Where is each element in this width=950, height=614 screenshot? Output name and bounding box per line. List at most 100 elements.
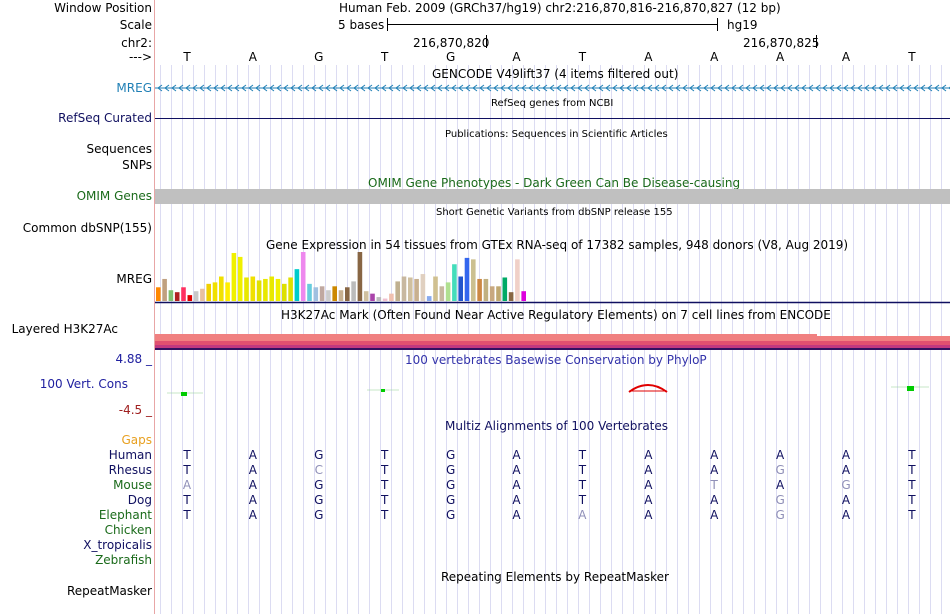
refseq-gene-line[interactable] xyxy=(155,118,950,119)
alignment-base: T xyxy=(578,478,587,492)
gtex-tissue-bar xyxy=(439,286,445,301)
alignment-base: G xyxy=(445,478,456,492)
gtex-tissue-bar xyxy=(464,257,470,301)
gtex-tissue-bar xyxy=(162,278,167,301)
alignment-base: T xyxy=(908,448,916,462)
gtex-tissue-bar xyxy=(206,283,211,301)
snps-label[interactable]: SNPs xyxy=(122,158,152,172)
strand-arrow-icon xyxy=(822,84,828,92)
species-label[interactable]: Dog xyxy=(127,493,152,507)
alignment-base: A xyxy=(644,448,653,462)
strand-arrow-icon xyxy=(584,84,590,92)
strand-arrow-icon xyxy=(612,84,618,92)
alignment-base: A xyxy=(512,463,521,477)
strand-arrow-icon xyxy=(423,84,429,92)
strand-arrow-icon xyxy=(717,84,723,92)
scale-bar-right-tick xyxy=(717,18,718,31)
gtex-tissue-bar xyxy=(326,290,331,301)
gtex-tissue-bar xyxy=(193,291,199,301)
strand-arrow-icon xyxy=(472,84,478,92)
strand-arrow-icon xyxy=(346,84,352,92)
alignment-base: G xyxy=(445,448,456,462)
strand-arrow-icon xyxy=(745,84,751,92)
strand-arrow-icon xyxy=(661,84,667,92)
species-label[interactable]: Zebrafish xyxy=(95,553,152,567)
gtex-tissue-bar xyxy=(225,282,230,301)
alignment-base: T xyxy=(381,508,389,522)
strand-arrow-icon xyxy=(780,84,786,92)
gtex-tissue-bar xyxy=(420,274,426,301)
strand-arrow-icon xyxy=(367,84,373,92)
strand-arrow-icon xyxy=(185,84,191,92)
sequences-label[interactable]: Sequences xyxy=(86,142,152,156)
strand-arrow-icon xyxy=(773,84,779,92)
scale-label: Scale xyxy=(119,18,152,32)
strand-arrow-icon xyxy=(542,84,548,92)
phylop-label[interactable]: 100 Vert. Cons xyxy=(39,377,128,391)
strand-arrow-icon xyxy=(402,84,408,92)
gtex-tissue-bar xyxy=(269,276,274,301)
gtex-tissue-bar xyxy=(452,264,457,301)
gencode-gene-track[interactable] xyxy=(155,82,950,94)
gtex-tissue-bar xyxy=(508,292,514,301)
species-label[interactable]: X_tropicalis xyxy=(83,538,152,552)
gtex-tissue-bar xyxy=(351,281,356,301)
gtex-tissue-bar xyxy=(445,282,451,301)
species-label[interactable]: Elephant xyxy=(98,508,152,522)
gtex-tissue-bar xyxy=(376,297,382,301)
alignment-base: A xyxy=(775,478,785,492)
h3k27ac-signal[interactable] xyxy=(155,332,950,352)
strand-arrow-icon xyxy=(535,84,541,92)
gencode-title: GENCODE V49lift37 (4 items filtered out) xyxy=(432,67,679,81)
alignment-base: A xyxy=(710,493,719,507)
strand-arrow-icon xyxy=(549,84,555,92)
ruler-base: T xyxy=(908,50,916,64)
strand-arrow-icon xyxy=(843,84,849,92)
strand-arrow-label: ---> xyxy=(128,50,152,64)
alignment-base: T xyxy=(578,493,587,507)
species-label[interactable]: Rhesus xyxy=(108,463,152,477)
repeat-label[interactable]: RepeatMasker xyxy=(66,584,152,598)
alignment-base: T xyxy=(381,478,389,492)
refseq-label[interactable]: RefSeq Curated xyxy=(58,111,152,125)
strand-arrow-icon xyxy=(633,84,639,92)
strand-arrow-icon xyxy=(871,84,877,92)
omim-phenotype-bar[interactable] xyxy=(155,189,950,204)
alignment-base: T xyxy=(908,508,916,522)
species-label[interactable]: Chicken xyxy=(104,523,152,537)
alignment-base: T xyxy=(381,448,389,462)
strand-arrow-icon xyxy=(283,84,289,92)
alignment-base: G xyxy=(445,493,456,507)
strand-arrow-icon xyxy=(899,84,905,92)
phylop-conservation-plot[interactable] xyxy=(155,380,950,398)
strand-arrow-icon xyxy=(241,84,247,92)
strand-arrow-icon xyxy=(206,84,212,92)
label-divider xyxy=(154,0,155,614)
alignment-base: G xyxy=(314,448,324,462)
strand-arrow-icon xyxy=(668,84,674,92)
gencode-mreg-label[interactable]: MREG xyxy=(116,81,152,95)
strand-arrow-icon xyxy=(570,84,576,92)
strand-arrow-icon xyxy=(479,84,485,92)
strand-arrow-icon xyxy=(255,84,261,92)
gtex-tissue-bar xyxy=(477,278,482,301)
gtex-tissue-bar xyxy=(181,287,186,301)
strand-arrow-icon xyxy=(290,84,296,92)
gtex-expression-chart[interactable] xyxy=(155,250,950,304)
strand-arrow-icon xyxy=(353,84,359,92)
alignment-base: A xyxy=(248,463,257,477)
ruler-base: A xyxy=(775,50,785,64)
species-label[interactable]: Mouse xyxy=(113,478,152,492)
strand-arrow-icon xyxy=(647,84,653,92)
h3k27ac-label[interactable]: Layered H3K27Ac xyxy=(11,322,118,336)
omim-label[interactable]: OMIM Genes xyxy=(76,189,152,203)
gtex-tissue-bar xyxy=(282,283,287,301)
refseq-title: RefSeq genes from NCBI xyxy=(491,98,614,109)
dbsnp-label[interactable]: Common dbSNP(155) xyxy=(22,221,152,235)
strand-arrow-icon xyxy=(892,84,898,92)
ruler-base: G xyxy=(314,50,324,64)
gtex-label[interactable]: MREG xyxy=(116,272,152,286)
coord-tick-1: 216,870,820 xyxy=(413,36,490,50)
species-label[interactable]: Human xyxy=(108,448,152,462)
gtex-tissue-bar xyxy=(345,287,350,301)
